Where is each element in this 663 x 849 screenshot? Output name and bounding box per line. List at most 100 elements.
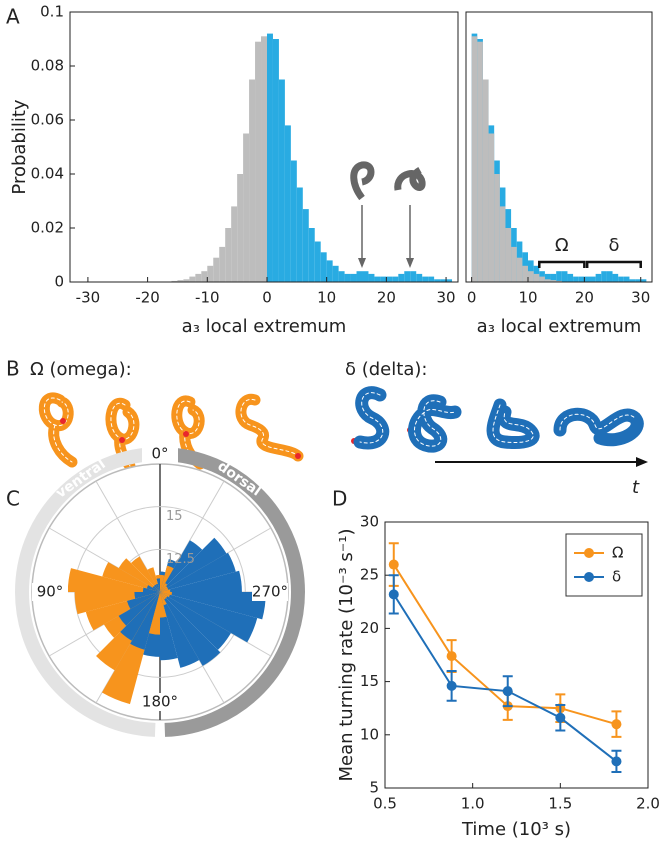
x-tick-label: -30: [76, 289, 101, 307]
theta-tick-label: 180°: [142, 693, 178, 711]
bar: [308, 228, 315, 282]
bar: [544, 279, 551, 282]
bar: [249, 79, 256, 282]
bar: [201, 271, 208, 282]
wedge: [160, 570, 242, 592]
bar: [302, 209, 309, 282]
bar: [488, 133, 495, 282]
x-tick-label: 10: [518, 289, 537, 307]
theta-label-bg: [252, 583, 288, 601]
wedge: [160, 552, 236, 592]
x-axis-label: a₃ local extremum: [477, 316, 642, 337]
theta-label-bg: [32, 583, 68, 601]
bar: [567, 273, 574, 282]
y-tick-label: 0.02: [31, 219, 64, 237]
bar: [213, 257, 220, 282]
bar: [272, 39, 279, 282]
wedge: [160, 592, 231, 650]
y-tick-label: 0: [54, 273, 64, 291]
bar: [440, 279, 447, 282]
wedge: [160, 537, 227, 592]
bar: [320, 252, 327, 282]
bar: [505, 228, 512, 282]
x-tick-label: 0: [467, 289, 477, 307]
panel-letter: D: [332, 487, 347, 511]
wedge: [148, 592, 160, 635]
wedge: [120, 592, 160, 641]
ring-arc: [164, 447, 305, 737]
wedge: [156, 578, 160, 592]
y-tick-label: 5: [369, 779, 379, 797]
x-tick-label: 30: [437, 289, 456, 307]
wedge: [160, 592, 167, 606]
wedge: [160, 592, 172, 596]
wedge: [127, 592, 160, 610]
x-tick-label: 1.0: [461, 795, 485, 813]
bar: [410, 271, 417, 282]
bar: [392, 276, 399, 282]
bar: [590, 276, 596, 282]
wedge: [160, 592, 221, 666]
y-tick-label: 0.08: [31, 57, 64, 75]
legend-label: δ: [612, 568, 621, 586]
point: [502, 686, 513, 697]
annotation: Ω: [555, 235, 569, 256]
wedge: [160, 540, 203, 592]
bar: [561, 271, 568, 282]
bar: [290, 160, 297, 282]
bar: [416, 273, 423, 282]
bar: [398, 273, 405, 282]
bar: [544, 273, 551, 282]
point: [555, 712, 566, 723]
bar: [601, 271, 607, 282]
wedge: [130, 592, 160, 650]
omega-label: Ω (omega):: [30, 359, 132, 380]
point: [446, 651, 457, 662]
bar: [177, 280, 184, 282]
wedge: [160, 592, 167, 600]
wedge: [67, 568, 160, 592]
wedge: [160, 592, 167, 618]
x-tick-label: 0.5: [373, 795, 397, 813]
y-tick-label: 0.1: [40, 3, 64, 21]
ring-arc: [15, 447, 156, 737]
bar: [356, 271, 363, 282]
wedge: [160, 592, 200, 668]
bar: [606, 271, 613, 282]
theta-label-bg: [142, 445, 178, 463]
point: [611, 719, 622, 730]
wedge: [160, 585, 168, 592]
annotation: δ: [608, 235, 619, 256]
bar: [338, 271, 345, 282]
wedge: [160, 589, 171, 592]
y-tick-label: 15: [360, 672, 379, 690]
wedge: [160, 592, 168, 599]
bar: [326, 260, 333, 282]
panel-letter: A: [6, 5, 20, 29]
bar: [404, 271, 411, 282]
legend-label: Ω: [612, 544, 623, 562]
bar: [362, 271, 369, 282]
theta-label-bg: [142, 693, 178, 711]
bar: [629, 279, 636, 282]
bar: [284, 125, 291, 283]
wedge: [153, 584, 160, 592]
bar: [374, 276, 381, 282]
wedge: [155, 583, 160, 592]
panel-letter: C: [6, 487, 20, 511]
y-tick-label: 20: [360, 619, 379, 637]
wedge: [142, 587, 160, 592]
point: [388, 589, 399, 600]
bar: [171, 280, 178, 282]
bar: [266, 33, 273, 282]
bar: [618, 276, 624, 282]
bar: [494, 174, 500, 282]
r-tick-label: 12.5: [166, 552, 195, 567]
bar: [422, 276, 429, 282]
bar: [225, 228, 232, 282]
wedge: [160, 592, 170, 598]
bar: [584, 276, 590, 282]
theta-tick-label: 90°: [37, 583, 64, 601]
x-tick-label: 1.5: [548, 795, 572, 813]
bar: [344, 273, 351, 282]
